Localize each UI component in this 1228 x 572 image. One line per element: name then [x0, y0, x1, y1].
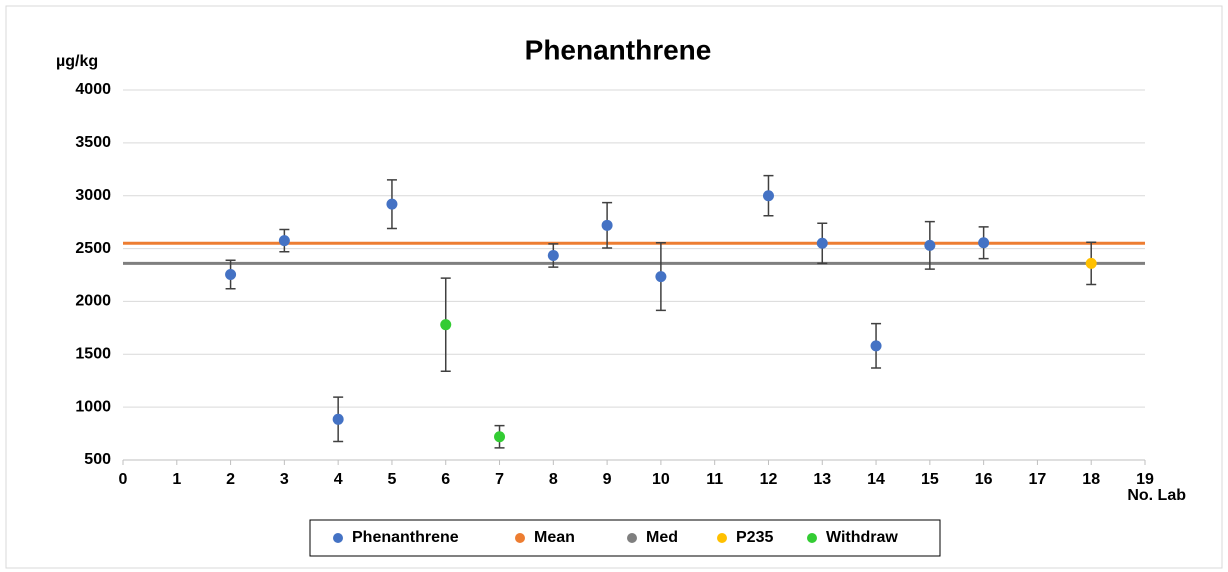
legend-label: P235 — [736, 529, 773, 546]
x-tick-label: 15 — [921, 471, 939, 488]
y-tick-label: 3500 — [75, 134, 111, 151]
point — [225, 268, 237, 280]
x-tick-label: 16 — [975, 471, 993, 488]
x-tick-label: 9 — [603, 471, 612, 488]
legend-marker — [627, 533, 637, 543]
y-axis-title: µg/kg — [56, 53, 98, 70]
chart-title: Phenanthrene — [525, 34, 712, 65]
x-tick-label: 0 — [119, 471, 128, 488]
y-tick-label: 500 — [84, 451, 111, 468]
point — [386, 198, 398, 210]
point — [440, 319, 452, 331]
x-tick-label: 17 — [1029, 471, 1047, 488]
point — [978, 237, 990, 249]
point — [762, 190, 774, 202]
x-tick-label: 12 — [760, 471, 778, 488]
x-axis-title: No. Lab — [1127, 487, 1186, 504]
point — [547, 249, 559, 261]
x-tick-label: 4 — [334, 471, 343, 488]
x-tick-label: 6 — [441, 471, 450, 488]
x-tick-label: 19 — [1136, 471, 1154, 488]
y-tick-label: 4000 — [75, 81, 111, 98]
x-tick-label: 5 — [387, 471, 396, 488]
point — [870, 340, 882, 352]
point — [816, 237, 828, 249]
point — [1085, 257, 1097, 269]
legend-label: Phenanthrene — [352, 529, 459, 546]
legend-marker — [807, 533, 817, 543]
y-tick-label: 1000 — [75, 398, 111, 415]
x-tick-label: 3 — [280, 471, 289, 488]
y-tick-label: 3000 — [75, 187, 111, 204]
x-tick-label: 11 — [706, 471, 723, 488]
x-tick-label: 14 — [867, 471, 885, 488]
x-tick-label: 13 — [813, 471, 831, 488]
point — [332, 413, 344, 425]
legend-label: Med — [646, 529, 678, 546]
point — [655, 271, 667, 283]
legend-marker — [333, 533, 343, 543]
legend-marker — [717, 533, 727, 543]
point — [494, 431, 506, 443]
legend-marker — [515, 533, 525, 543]
x-tick-label: 2 — [226, 471, 235, 488]
x-tick-label: 8 — [549, 471, 558, 488]
x-tick-label: 10 — [652, 471, 670, 488]
legend-label: Mean — [534, 529, 575, 546]
y-tick-label: 1500 — [75, 346, 111, 363]
point — [278, 235, 290, 247]
x-tick-label: 7 — [495, 471, 504, 488]
point — [601, 219, 613, 231]
x-tick-label: 18 — [1082, 471, 1100, 488]
legend-box — [309, 519, 941, 557]
x-tick-label: 1 — [172, 471, 181, 488]
point — [924, 239, 936, 251]
y-tick-label: 2500 — [75, 240, 111, 257]
chart-frame — [5, 5, 1223, 569]
y-tick-label: 2000 — [75, 293, 111, 310]
legend-label: Withdraw — [826, 529, 898, 546]
